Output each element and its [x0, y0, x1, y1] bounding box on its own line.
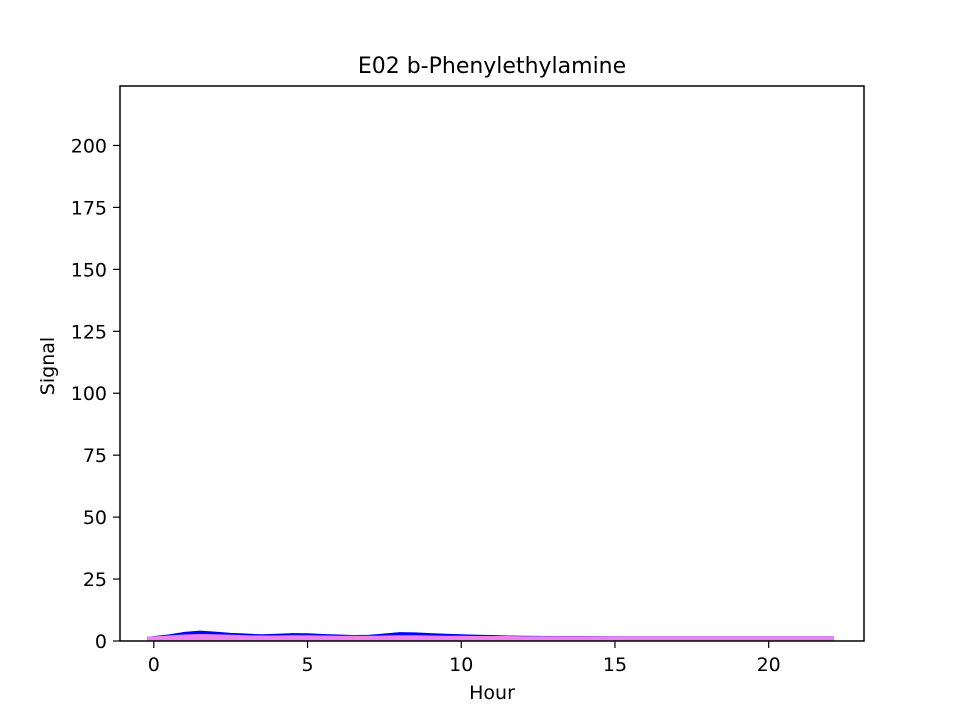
- y-tick-label-2: 50: [83, 507, 107, 529]
- y-tick-label-4: 100: [71, 383, 107, 405]
- chart-title: E02 b-Phenylethylamine: [358, 54, 626, 79]
- x-axis-label: Hour: [469, 682, 515, 704]
- x-tick-label-1: 5: [301, 654, 313, 676]
- x-tick-label-2: 10: [449, 654, 473, 676]
- y-axis-label: Signal: [37, 337, 59, 395]
- y-tick-label-7: 175: [71, 197, 107, 219]
- y-tick-label-8: 200: [71, 135, 107, 157]
- plot-area: [147, 630, 834, 642]
- y-tick-label-5: 125: [71, 321, 107, 343]
- x-tick-label-3: 15: [603, 654, 627, 676]
- y-tick-label-1: 25: [83, 569, 107, 591]
- x-tick-label-0: 0: [148, 654, 160, 676]
- y-tick-label-6: 150: [71, 259, 107, 281]
- y-tick-label-0: 0: [95, 631, 107, 653]
- y-tick-label-3: 75: [83, 445, 107, 467]
- plot-frame: [119, 85, 865, 642]
- series-2-area: [147, 634, 834, 642]
- x-tick-label-4: 20: [757, 654, 781, 676]
